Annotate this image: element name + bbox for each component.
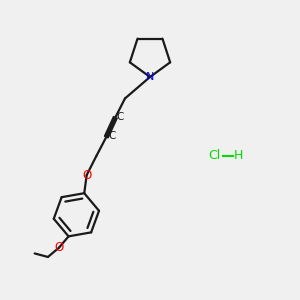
Text: H: H (234, 149, 244, 162)
Text: O: O (82, 169, 91, 182)
Text: C: C (108, 131, 116, 141)
Text: O: O (55, 241, 64, 254)
Text: C: C (117, 112, 124, 122)
Text: Cl: Cl (209, 149, 221, 162)
Text: N: N (146, 72, 154, 82)
